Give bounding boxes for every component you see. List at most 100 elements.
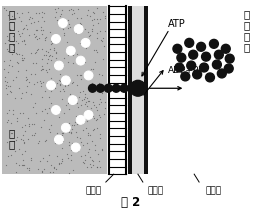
Point [84,119,89,123]
Point [54,50,58,54]
Point [43,89,47,92]
Point [13,17,17,21]
Point [39,68,43,72]
Point [83,61,88,64]
Point [14,75,18,79]
Circle shape [66,46,75,55]
Point [40,170,44,174]
Point [61,87,65,91]
Point [94,105,98,109]
Point [103,107,107,110]
Point [42,36,47,39]
Point [65,40,69,44]
Point [33,51,37,54]
Point [79,26,83,30]
Point [66,54,70,57]
Point [67,122,71,125]
Point [4,164,8,167]
Point [102,29,107,32]
Circle shape [225,54,234,63]
Point [34,111,38,115]
Point [80,121,84,125]
Point [49,58,53,62]
Point [83,27,87,30]
Point [96,72,101,76]
Point [62,128,66,132]
Point [75,122,80,126]
Point [24,78,28,81]
Point [45,61,49,65]
Point [86,73,90,77]
Point [67,130,71,133]
Point [33,131,37,134]
Point [30,17,34,20]
Point [7,18,11,22]
Point [23,68,28,72]
Point [71,61,75,65]
Point [83,102,87,106]
Point [11,108,15,111]
Circle shape [177,53,186,62]
Point [65,153,69,156]
Point [10,14,14,18]
Point [76,58,80,62]
Point [13,16,17,20]
Point [100,73,104,76]
Circle shape [200,63,209,72]
Point [23,123,27,127]
Point [78,136,82,140]
Point [21,139,25,142]
Point [43,139,48,143]
Point [40,64,44,68]
Point [22,56,26,60]
Point [68,130,73,134]
Point [20,163,24,167]
Point [94,118,98,122]
Point [53,7,57,11]
Point [17,53,21,56]
Point [20,58,24,61]
Point [75,7,80,10]
Point [75,101,79,105]
Point [30,122,35,126]
Circle shape [193,70,201,79]
Point [103,15,107,18]
Point [35,38,39,41]
Point [73,120,77,124]
Point [38,159,42,163]
Point [20,39,24,43]
Point [23,149,27,153]
Point [21,163,26,167]
Point [15,61,19,64]
Point [78,91,82,94]
Circle shape [224,64,233,73]
Point [28,15,32,18]
Point [8,131,13,135]
Point [40,95,45,99]
Point [47,153,51,157]
Point [54,110,58,113]
Point [86,111,90,114]
Point [18,19,23,23]
Point [59,78,63,82]
Point [62,22,66,26]
Point [53,141,57,145]
Point [80,143,85,146]
Point [42,12,46,15]
Point [40,109,44,112]
Point [74,115,78,118]
Circle shape [68,96,77,105]
Circle shape [76,115,85,124]
Text: 质: 质 [243,20,250,30]
Point [43,38,47,41]
Point [68,92,72,96]
Point [67,8,71,12]
Point [66,60,70,63]
Point [40,33,44,36]
Point [79,140,83,144]
Circle shape [61,76,70,85]
Point [98,165,102,169]
Point [71,168,75,172]
Point [39,25,43,29]
Circle shape [52,105,61,114]
